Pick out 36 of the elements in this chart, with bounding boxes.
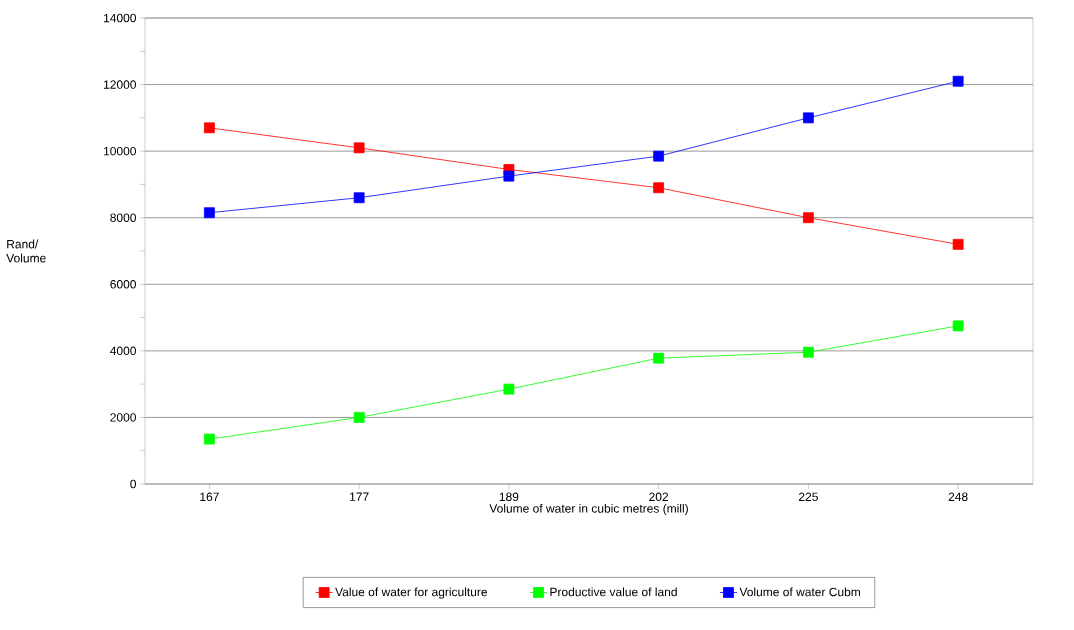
y-tick-label: 8000 bbox=[110, 213, 136, 222]
y-axis-title: Rand/ Volume bbox=[6, 239, 46, 263]
x-tick-label: 202 bbox=[649, 492, 669, 502]
x-tick-label: 177 bbox=[350, 492, 369, 501]
y-tick-label: 0 bbox=[130, 479, 136, 489]
point bbox=[503, 383, 515, 395]
point bbox=[203, 433, 215, 445]
y-tick-label: 4000 bbox=[110, 346, 136, 356]
point bbox=[952, 320, 964, 332]
y-tick-label: 10000 bbox=[104, 146, 136, 156]
point bbox=[353, 142, 365, 154]
point bbox=[802, 112, 814, 124]
point bbox=[353, 192, 365, 204]
y-tick-label: 2000 bbox=[110, 413, 136, 422]
y-tick-label: 12000 bbox=[104, 80, 136, 89]
point bbox=[952, 238, 964, 250]
x-tick-label: 225 bbox=[798, 492, 818, 502]
point bbox=[653, 352, 665, 364]
point bbox=[203, 207, 215, 219]
point bbox=[952, 75, 964, 87]
x-tick-label: 189 bbox=[499, 492, 519, 502]
y-tick-label: 6000 bbox=[110, 280, 136, 289]
x-tick-label: 248 bbox=[948, 492, 968, 502]
point bbox=[503, 170, 515, 182]
point bbox=[802, 212, 814, 224]
y-tick-label: 14000 bbox=[104, 13, 136, 23]
legend-label: Productive value of land bbox=[550, 587, 677, 597]
point bbox=[653, 150, 665, 162]
x-axis-title: Volume of water in cubic metres (mill) bbox=[489, 503, 688, 516]
point bbox=[653, 182, 665, 194]
x-tick-label: 167 bbox=[200, 492, 219, 502]
point bbox=[353, 412, 365, 423]
point bbox=[802, 346, 814, 358]
legend-label: Volume of water Cubm bbox=[739, 587, 860, 597]
legend-label: Value of water for agriculture bbox=[335, 587, 488, 599]
point bbox=[203, 122, 215, 134]
